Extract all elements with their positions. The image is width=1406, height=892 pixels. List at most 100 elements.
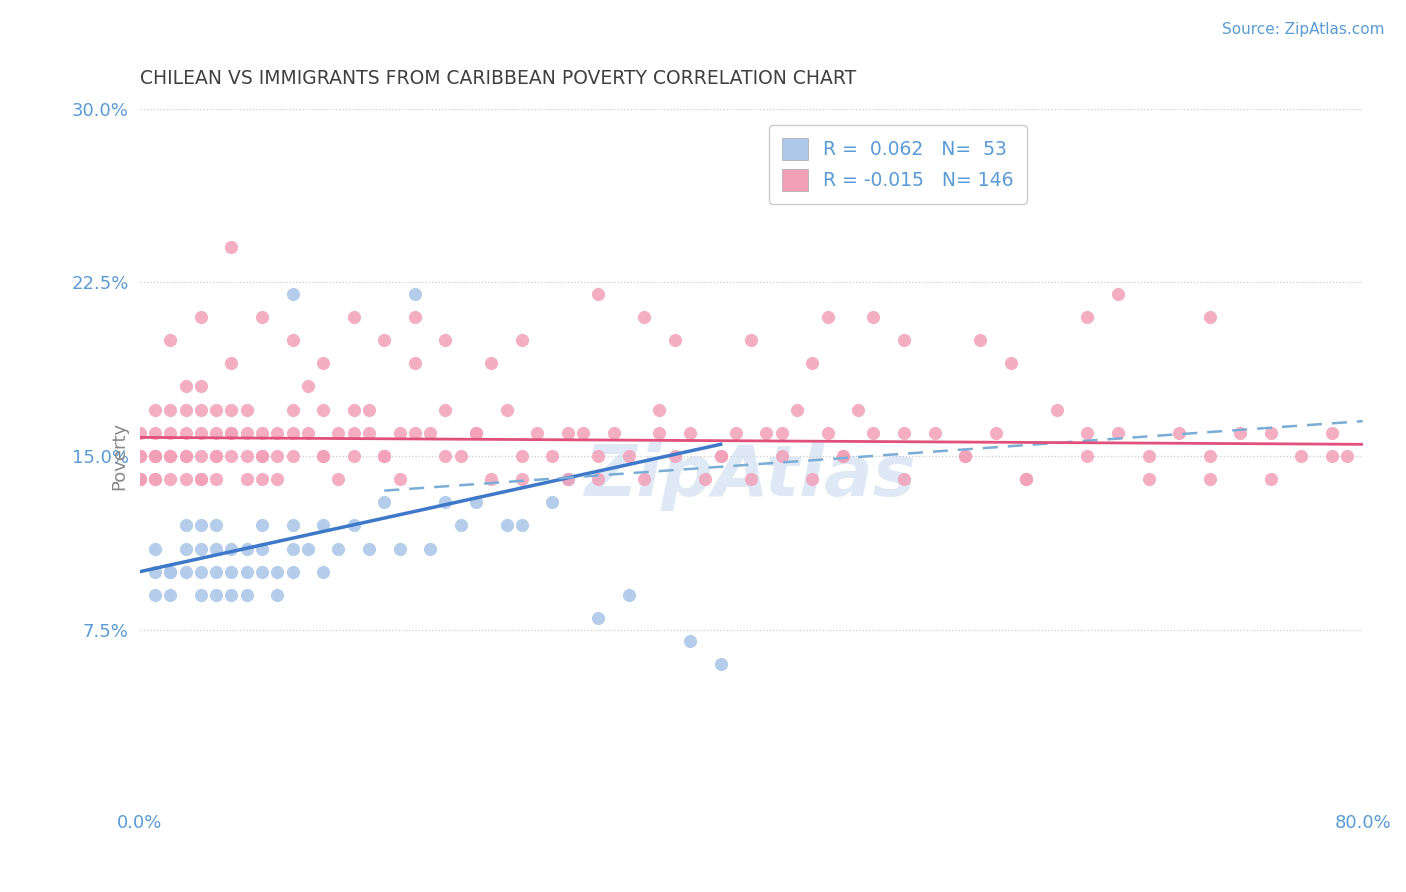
Point <box>388 541 411 556</box>
Point <box>159 425 181 440</box>
Point <box>1137 449 1160 463</box>
Point <box>128 425 150 440</box>
Point <box>250 449 273 463</box>
Point <box>755 425 778 440</box>
Point <box>281 541 304 556</box>
Point <box>143 425 166 440</box>
Point <box>419 425 441 440</box>
Point <box>404 356 426 370</box>
Point <box>588 611 610 625</box>
Point <box>434 402 457 417</box>
Point <box>190 472 212 486</box>
Point <box>588 449 610 463</box>
Point <box>190 541 212 556</box>
Point <box>450 518 472 533</box>
Point <box>312 449 335 463</box>
Point <box>862 310 884 324</box>
Point <box>128 472 150 486</box>
Point <box>159 333 181 347</box>
Text: ZipAtlas: ZipAtlas <box>585 442 917 511</box>
Point <box>695 472 717 486</box>
Y-axis label: Poverty: Poverty <box>111 422 128 490</box>
Point <box>679 634 702 648</box>
Point <box>221 402 243 417</box>
Point <box>1015 472 1038 486</box>
Point <box>312 518 335 533</box>
Point <box>588 472 610 486</box>
Point <box>250 518 273 533</box>
Point <box>281 333 304 347</box>
Point <box>143 472 166 486</box>
Point <box>128 472 150 486</box>
Point <box>235 588 257 602</box>
Point <box>1107 425 1129 440</box>
Point <box>143 449 166 463</box>
Point <box>159 588 181 602</box>
Point <box>250 449 273 463</box>
Point <box>205 541 228 556</box>
Point <box>221 425 243 440</box>
Point <box>159 565 181 579</box>
Point <box>969 333 991 347</box>
Point <box>1076 425 1098 440</box>
Point <box>312 402 335 417</box>
Point <box>770 449 793 463</box>
Point <box>479 356 502 370</box>
Point <box>602 425 624 440</box>
Point <box>893 472 915 486</box>
Point <box>312 356 335 370</box>
Point <box>510 333 533 347</box>
Point <box>465 425 488 440</box>
Point <box>235 541 257 556</box>
Point <box>281 286 304 301</box>
Point <box>572 425 595 440</box>
Point <box>328 541 350 556</box>
Point <box>388 425 411 440</box>
Point <box>174 472 197 486</box>
Point <box>510 449 533 463</box>
Point <box>343 425 366 440</box>
Point <box>465 425 488 440</box>
Point <box>281 565 304 579</box>
Point <box>205 449 228 463</box>
Point <box>174 449 197 463</box>
Point <box>266 588 288 602</box>
Point <box>143 565 166 579</box>
Point <box>1320 449 1343 463</box>
Point <box>235 565 257 579</box>
Point <box>357 425 380 440</box>
Point <box>190 565 212 579</box>
Point <box>1198 472 1220 486</box>
Point <box>434 495 457 509</box>
Point <box>831 449 853 463</box>
Point <box>266 565 288 579</box>
Point <box>205 518 228 533</box>
Point <box>541 495 564 509</box>
Point <box>893 425 915 440</box>
Point <box>1015 472 1038 486</box>
Point <box>235 402 257 417</box>
Point <box>221 425 243 440</box>
Point <box>190 402 212 417</box>
Point <box>174 449 197 463</box>
Point <box>190 379 212 393</box>
Point <box>479 472 502 486</box>
Point <box>190 518 212 533</box>
Point <box>1336 449 1358 463</box>
Point <box>190 472 212 486</box>
Point <box>724 425 747 440</box>
Point <box>710 449 733 463</box>
Point <box>281 449 304 463</box>
Point <box>1260 425 1282 440</box>
Point <box>648 425 671 440</box>
Point <box>664 333 686 347</box>
Point <box>1198 449 1220 463</box>
Point <box>953 449 976 463</box>
Point <box>770 425 793 440</box>
Point <box>1046 402 1069 417</box>
Point <box>388 472 411 486</box>
Point <box>1168 425 1191 440</box>
Point <box>174 565 197 579</box>
Point <box>174 425 197 440</box>
Legend: R =  0.062   N=  53, R = -0.015   N= 146: R = 0.062 N= 53, R = -0.015 N= 146 <box>769 125 1026 203</box>
